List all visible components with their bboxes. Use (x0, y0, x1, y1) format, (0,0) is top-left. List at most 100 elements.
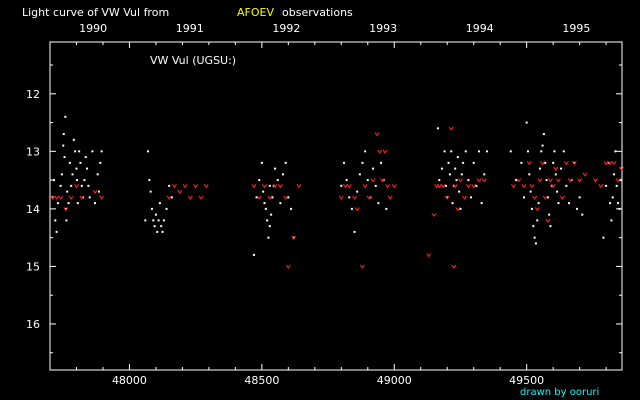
observation-dot (538, 167, 541, 170)
upper-limit-mark (431, 212, 437, 218)
upper-limit-mark (603, 161, 609, 166)
observation-dot (160, 225, 163, 228)
observation-dot (97, 190, 100, 193)
observation-dot (68, 161, 71, 164)
observation-dot (72, 138, 75, 141)
upper-limit-mark (542, 195, 548, 200)
x-tick-label: 48500 (244, 374, 279, 387)
upper-limit-mark (360, 264, 365, 269)
observation-dot (534, 242, 537, 245)
observation-dot (70, 184, 73, 187)
upper-limit-mark (563, 161, 569, 166)
upper-limit-mark (285, 264, 291, 269)
observation-dot (544, 161, 547, 164)
observation-dot (62, 133, 65, 136)
observation-dot (613, 173, 616, 176)
observation-dot (168, 184, 171, 187)
upper-limit-mark (555, 178, 561, 183)
x-axis: 48000 48500 49000 49500 (75, 42, 607, 387)
observation-dot (611, 196, 614, 199)
upper-limit-mark (567, 178, 573, 183)
observation-dot (380, 161, 383, 164)
observation-dot (161, 230, 164, 233)
observation-dot (451, 202, 454, 205)
observation-dot (565, 184, 568, 187)
observation-dot (262, 190, 265, 193)
observation-dot (158, 202, 161, 205)
upper-limit-mark (338, 195, 344, 200)
upper-limit-mark (166, 195, 172, 200)
observation-dot (65, 219, 68, 222)
title-part-3: observations (282, 6, 353, 19)
observation-dot (444, 184, 447, 187)
upper-limit-mark (545, 218, 551, 223)
observation-dot (79, 161, 82, 164)
upper-limit-mark (193, 184, 199, 189)
title-part-1: Light curve of VW Vul from (22, 6, 169, 19)
upper-limit-mark (370, 178, 376, 183)
upper-limit-mark (346, 184, 352, 189)
upper-limit-mark (63, 207, 69, 212)
upper-limit-mark (436, 184, 442, 189)
observation-dot (263, 202, 266, 205)
year-label: 1993 (369, 22, 397, 35)
observation-dot (146, 150, 149, 153)
y-tick-label: 14 (26, 203, 40, 216)
observation-dot (602, 236, 605, 239)
upper-limit-mark (68, 195, 74, 200)
observation-dot (609, 202, 612, 205)
observation-dot (545, 179, 548, 182)
observation-dot (62, 144, 65, 147)
observation-dot (454, 167, 457, 170)
observation-dot (170, 196, 173, 199)
observation-dot (165, 207, 168, 210)
observation-dot (76, 202, 79, 205)
observation-dot (268, 225, 271, 228)
upper-limit-mark (529, 184, 535, 189)
observation-dot (342, 161, 345, 164)
observation-dot (74, 150, 77, 153)
upper-limit-mark (352, 195, 357, 200)
observation-dot (157, 219, 160, 222)
upper-limit-mark (99, 195, 105, 200)
observation-dot (526, 150, 529, 153)
observation-dot (455, 179, 458, 182)
upper-limit-mark (553, 166, 559, 172)
observation-dot (60, 173, 63, 176)
observation-dot (83, 179, 86, 182)
title-part-afoev: AFOEV (237, 6, 274, 19)
upper-limit-mark (256, 195, 262, 200)
observation-dot (436, 127, 439, 130)
observation-dot (76, 179, 79, 182)
upper-limit-mark (448, 126, 454, 131)
upper-limit-mark (177, 189, 183, 195)
observation-dot (270, 213, 273, 216)
upper-limit-mark (593, 178, 598, 183)
upper-limit-mark (452, 184, 458, 189)
upper-limit-mark (619, 166, 624, 172)
observation-dot (528, 173, 531, 176)
upper-limit-mark (440, 184, 446, 189)
y-tick-label: 13 (26, 145, 40, 158)
observation-dot (162, 219, 165, 222)
observation-dot (523, 196, 526, 199)
upper-limit-mark (50, 195, 56, 200)
observation-dot (515, 179, 518, 182)
observation-dot (279, 202, 282, 205)
observation-dot (450, 150, 453, 153)
upper-limit-mark (534, 207, 540, 212)
upper-limit-mark (476, 178, 482, 183)
observation-dot (348, 196, 351, 199)
year-label: 1992 (272, 22, 300, 35)
observation-dot (66, 190, 69, 193)
observation-dot (80, 184, 83, 187)
observation-dot (533, 236, 536, 239)
observation-dot (152, 219, 155, 222)
observation-dot (372, 167, 375, 170)
observation-dot (88, 196, 91, 199)
upper-limit-mark (354, 207, 360, 212)
upper-limit-mark (198, 195, 204, 200)
upper-limit-mark (540, 161, 546, 166)
observation-dot (610, 219, 613, 222)
